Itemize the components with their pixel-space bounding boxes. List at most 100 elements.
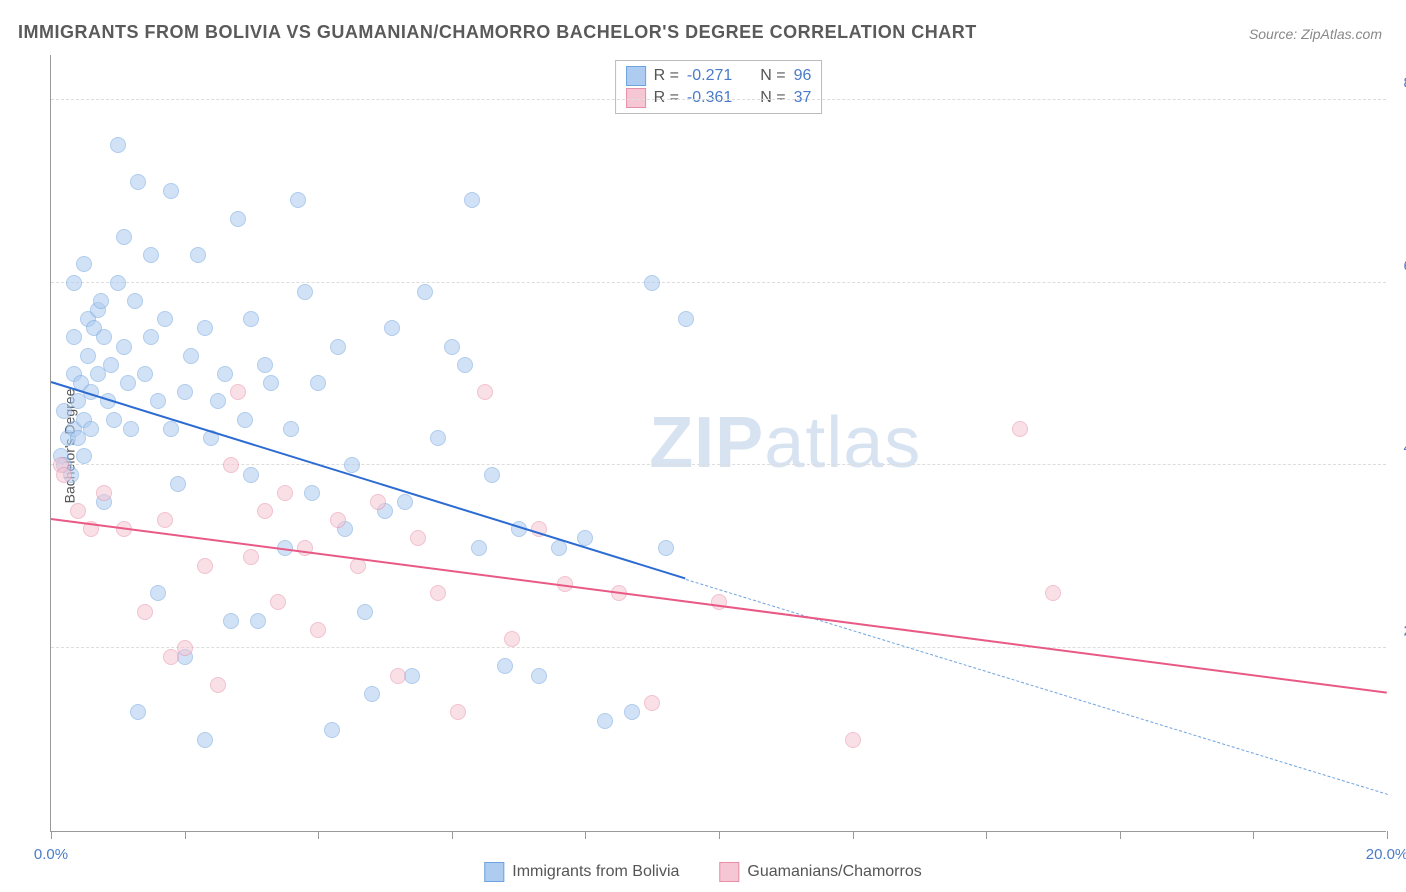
data-point: [477, 384, 493, 400]
n-label: N =: [760, 67, 785, 85]
data-point: [80, 348, 96, 364]
legend-item: Guamanians/Chamorros: [719, 862, 921, 882]
data-point: [197, 320, 213, 336]
data-point: [183, 348, 199, 364]
data-point: [457, 357, 473, 373]
data-point: [137, 604, 153, 620]
data-point: [157, 311, 173, 327]
data-point: [390, 668, 406, 684]
data-point: [123, 421, 139, 437]
data-point: [96, 485, 112, 501]
data-point: [70, 503, 86, 519]
x-tick: [1120, 831, 1121, 839]
data-point: [197, 732, 213, 748]
data-point: [310, 622, 326, 638]
data-point: [1012, 421, 1028, 437]
data-point: [106, 412, 122, 428]
data-point: [66, 275, 82, 291]
data-point: [230, 211, 246, 227]
data-point: [243, 467, 259, 483]
legend-label: Immigrants from Bolivia: [512, 863, 679, 881]
watermark: ZIPatlas: [649, 402, 921, 484]
data-point: [644, 695, 660, 711]
data-point: [304, 485, 320, 501]
legend-swatch: [626, 66, 646, 86]
data-point: [127, 293, 143, 309]
data-point: [163, 183, 179, 199]
data-point: [263, 375, 279, 391]
data-point: [76, 448, 92, 464]
x-tick: [51, 831, 52, 839]
x-tick: [853, 831, 854, 839]
data-point: [223, 457, 239, 473]
data-point: [150, 393, 166, 409]
data-point: [237, 412, 253, 428]
data-point: [190, 247, 206, 263]
data-point: [116, 339, 132, 355]
data-point: [170, 476, 186, 492]
r-value: -0.271: [687, 67, 732, 85]
data-point: [96, 329, 112, 345]
data-point: [250, 613, 266, 629]
data-point: [243, 311, 259, 327]
data-point: [357, 604, 373, 620]
data-point: [210, 677, 226, 693]
data-point: [711, 594, 727, 610]
data-point: [66, 329, 82, 345]
gridline: [51, 99, 1386, 100]
data-point: [143, 247, 159, 263]
data-point: [417, 284, 433, 300]
data-point: [504, 631, 520, 647]
data-point: [163, 421, 179, 437]
data-point: [130, 704, 146, 720]
data-point: [471, 540, 487, 556]
gridline: [51, 647, 1386, 648]
data-point: [103, 357, 119, 373]
data-point: [56, 467, 72, 483]
data-point: [223, 613, 239, 629]
data-point: [658, 540, 674, 556]
data-point: [197, 558, 213, 574]
data-point: [484, 467, 500, 483]
trend-line: [51, 518, 1387, 694]
data-point: [597, 713, 613, 729]
data-point: [83, 421, 99, 437]
data-point: [624, 704, 640, 720]
data-point: [324, 722, 340, 738]
data-point: [143, 329, 159, 345]
data-point: [364, 686, 380, 702]
x-tick: [452, 831, 453, 839]
data-point: [277, 485, 293, 501]
data-point: [531, 668, 547, 684]
legend-label: Guamanians/Chamorros: [747, 863, 921, 881]
data-point: [397, 494, 413, 510]
n-value: 96: [794, 67, 812, 85]
data-point: [444, 339, 460, 355]
r-label: R =: [654, 67, 679, 85]
data-point: [464, 192, 480, 208]
legend-row: R = -0.271 N = 96: [626, 65, 812, 87]
trend-line: [685, 579, 1387, 795]
data-point: [257, 357, 273, 373]
data-point: [110, 275, 126, 291]
x-tick: [719, 831, 720, 839]
legend-item: Immigrants from Bolivia: [484, 862, 679, 882]
data-point: [384, 320, 400, 336]
data-point: [344, 457, 360, 473]
data-point: [116, 229, 132, 245]
x-tick: [318, 831, 319, 839]
data-point: [210, 393, 226, 409]
data-point: [330, 339, 346, 355]
series-legend: Immigrants from Bolivia Guamanians/Chamor…: [484, 862, 921, 882]
legend-swatch: [719, 862, 739, 882]
x-tick: [1387, 831, 1388, 839]
data-point: [644, 275, 660, 291]
data-point: [450, 704, 466, 720]
source-attribution: Source: ZipAtlas.com: [1249, 26, 1382, 42]
data-point: [370, 494, 386, 510]
data-point: [130, 174, 146, 190]
x-tick: [986, 831, 987, 839]
data-point: [310, 375, 326, 391]
data-point: [297, 284, 313, 300]
data-point: [678, 311, 694, 327]
